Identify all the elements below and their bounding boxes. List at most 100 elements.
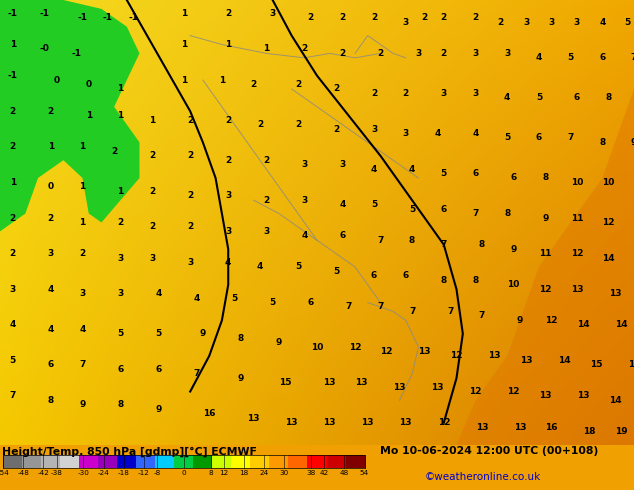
Text: 2: 2: [498, 18, 504, 27]
Text: 12: 12: [571, 249, 583, 258]
Text: 12: 12: [219, 470, 229, 476]
Text: 13: 13: [393, 383, 406, 392]
Text: 6: 6: [599, 53, 605, 62]
Text: 2: 2: [149, 222, 155, 231]
Text: 2: 2: [10, 142, 16, 151]
Text: 8: 8: [117, 400, 124, 409]
Text: 2: 2: [48, 214, 54, 222]
Text: 1: 1: [117, 187, 124, 196]
Text: 1: 1: [181, 75, 187, 85]
Text: -1: -1: [71, 49, 81, 58]
Text: 2: 2: [263, 156, 269, 165]
Bar: [288, 455, 307, 468]
Text: 13: 13: [577, 392, 590, 400]
Text: 7: 7: [472, 209, 479, 218]
Text: 2: 2: [333, 84, 339, 94]
Text: 4: 4: [79, 325, 86, 334]
Text: 1: 1: [86, 111, 92, 120]
Text: 8: 8: [605, 94, 612, 102]
Text: -18: -18: [118, 470, 129, 476]
Text: 9: 9: [79, 400, 86, 409]
Text: 5: 5: [624, 18, 631, 27]
Text: 3: 3: [472, 89, 479, 98]
Text: 17: 17: [628, 360, 634, 369]
Text: 7: 7: [409, 307, 415, 316]
Text: 4: 4: [409, 165, 415, 173]
Text: 3: 3: [225, 191, 231, 200]
Text: 14: 14: [602, 253, 615, 263]
Text: 2: 2: [10, 214, 16, 222]
Text: 7: 7: [447, 307, 453, 316]
Text: 5: 5: [10, 356, 16, 365]
Text: 11: 11: [571, 214, 583, 222]
Text: 6: 6: [403, 271, 409, 280]
Text: 19: 19: [615, 427, 628, 436]
Text: 3: 3: [263, 227, 269, 236]
Text: 5: 5: [409, 205, 415, 214]
Bar: [117, 455, 136, 468]
Text: 2: 2: [295, 120, 301, 129]
Text: 2: 2: [263, 196, 269, 205]
Text: 13: 13: [418, 347, 431, 356]
Text: -1: -1: [77, 13, 87, 23]
Text: 13: 13: [355, 378, 368, 387]
Text: 0: 0: [48, 182, 54, 192]
Text: 8: 8: [504, 209, 510, 218]
Text: 4: 4: [371, 165, 377, 173]
Text: 12: 12: [380, 347, 393, 356]
Text: 5: 5: [536, 94, 542, 102]
Text: 8: 8: [542, 173, 548, 182]
Text: 12: 12: [539, 285, 552, 294]
Bar: [193, 455, 212, 468]
Text: 4: 4: [599, 18, 605, 27]
Text: 7: 7: [346, 302, 352, 312]
Text: 1: 1: [10, 40, 16, 49]
Text: 9: 9: [238, 374, 244, 383]
Text: 4: 4: [434, 129, 441, 138]
Text: 3: 3: [415, 49, 422, 58]
Text: 13: 13: [539, 392, 552, 400]
Text: 6: 6: [48, 360, 54, 369]
Text: 12: 12: [450, 351, 463, 361]
Text: 13: 13: [488, 351, 501, 361]
Text: 10: 10: [507, 280, 520, 289]
Bar: [3, 455, 365, 468]
Text: 9: 9: [631, 138, 634, 147]
Text: 10: 10: [571, 178, 583, 187]
Text: -1: -1: [128, 13, 138, 23]
Text: 3: 3: [548, 18, 555, 27]
Text: 3: 3: [269, 9, 276, 18]
Text: 2: 2: [422, 13, 428, 23]
Text: 12: 12: [469, 387, 482, 396]
Text: 8: 8: [409, 236, 415, 245]
Text: 4: 4: [257, 263, 263, 271]
Text: -48: -48: [17, 470, 29, 476]
Text: 2: 2: [295, 80, 301, 89]
Text: 3: 3: [472, 49, 479, 58]
Text: 0: 0: [54, 75, 60, 85]
Text: 1: 1: [79, 182, 86, 192]
Text: 2: 2: [377, 49, 384, 58]
Text: 1: 1: [149, 116, 155, 124]
Text: 1: 1: [225, 40, 231, 49]
Text: 8: 8: [209, 470, 213, 476]
Text: 9: 9: [276, 338, 282, 347]
Text: 3: 3: [117, 253, 124, 263]
Text: 12: 12: [602, 218, 615, 227]
Polygon shape: [0, 0, 139, 231]
Text: -1: -1: [39, 9, 49, 18]
Text: Height/Temp. 850 hPa [gdmp][°C] ECMWF: Height/Temp. 850 hPa [gdmp][°C] ECMWF: [2, 446, 257, 457]
Text: 9: 9: [517, 316, 523, 325]
Text: -24: -24: [98, 470, 110, 476]
Text: 1: 1: [181, 40, 187, 49]
Text: 2: 2: [10, 107, 16, 116]
Text: 7: 7: [479, 311, 485, 320]
Text: 13: 13: [431, 383, 444, 392]
Text: 3: 3: [403, 129, 409, 138]
Text: 2: 2: [149, 151, 155, 160]
Bar: [307, 455, 327, 468]
Text: 1: 1: [48, 142, 54, 151]
Text: -1: -1: [8, 9, 18, 18]
Text: 8: 8: [479, 240, 485, 249]
Text: 15: 15: [590, 360, 602, 369]
